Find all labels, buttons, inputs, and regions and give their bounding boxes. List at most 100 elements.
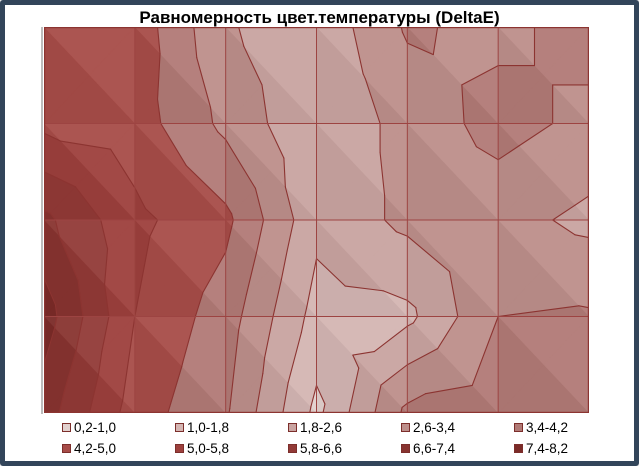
legend-item[interactable]: 5,0-5,8 — [175, 438, 288, 459]
contour-shape — [240, 293, 247, 318]
legend-label: 5,0-5,8 — [187, 441, 230, 456]
contour-shape — [156, 98, 162, 125]
contour-shape — [364, 78, 381, 125]
contour-shape — [498, 27, 589, 124]
legend-label: 2,6-3,4 — [413, 420, 456, 435]
contour-plot-area[interactable] — [44, 27, 589, 413]
legend-item[interactable]: 5,8-6,6 — [288, 438, 401, 459]
contour-shape — [100, 219, 109, 250]
legend-swatch-icon — [514, 444, 523, 453]
contour-shape — [322, 403, 326, 413]
contour-shape — [185, 164, 227, 205]
contour-shape — [44, 27, 135, 124]
contour-shape — [518, 122, 554, 147]
contour-shape — [59, 140, 112, 150]
contour-shape — [344, 285, 384, 292]
contour-shape — [316, 220, 408, 317]
contour-shape — [315, 258, 346, 287]
contour-shape — [316, 27, 408, 124]
legend-item[interactable]: 3,4-4,2 — [514, 417, 627, 438]
contour-shape — [134, 316, 226, 413]
contour-shape — [449, 271, 459, 318]
legend-swatch-icon — [175, 423, 184, 432]
contour-shape — [262, 357, 266, 375]
contour-shape — [380, 364, 408, 386]
contour-shape — [463, 122, 477, 148]
contour-shape — [225, 123, 317, 220]
contour-shape — [407, 27, 499, 124]
contour-shape — [412, 315, 418, 324]
legend: 0,2-1,0 1,0-1,8 1,8-2,6 2,6-3,4 3,4-4,2 4,2-5… — [62, 417, 632, 459]
contour-shape — [58, 391, 65, 413]
contour-shape — [498, 316, 589, 413]
legend-item[interactable]: 2,6-3,4 — [401, 417, 514, 438]
chart-title: Равномерность цвет.температуры (DeltaE) — [139, 8, 500, 27]
contour-shape — [167, 365, 183, 413]
contour-shape — [498, 220, 589, 317]
contour-shape — [574, 195, 589, 206]
contour-shape — [316, 27, 408, 124]
contour-shape — [498, 123, 589, 220]
contour-shape — [382, 290, 408, 301]
contour-shape — [352, 354, 360, 369]
contour-shape — [243, 45, 263, 86]
contour-shape — [229, 329, 240, 410]
contour-shape — [225, 203, 233, 215]
contour-shape — [267, 122, 285, 159]
contour-shape — [407, 27, 499, 124]
contour-shape — [261, 84, 269, 125]
legend-item[interactable]: 7,4-8,2 — [514, 438, 627, 459]
contour-shape — [44, 220, 135, 317]
legend-swatch-icon — [62, 444, 71, 453]
contour-shape — [202, 251, 227, 293]
legend-label: 5,8-6,6 — [300, 441, 343, 456]
contour-shape — [407, 220, 499, 317]
contour-shape — [181, 361, 184, 367]
contour-shape — [283, 157, 286, 188]
contour-shape — [498, 123, 589, 220]
contour-shape — [54, 219, 60, 237]
contour-shape — [58, 235, 79, 281]
contour-shape — [406, 348, 439, 366]
contour-shape — [498, 27, 589, 124]
contour-shape — [156, 53, 161, 100]
contour-shape — [217, 131, 227, 141]
legend-item[interactable]: 1,0-1,8 — [175, 417, 288, 438]
contour-shape — [406, 235, 451, 273]
contour-shape — [88, 373, 100, 413]
contour-shape — [44, 277, 56, 305]
contour-shape — [144, 208, 159, 221]
contour-shape — [75, 315, 84, 352]
contour-shape — [574, 234, 589, 239]
contour-shape — [63, 350, 77, 393]
contour-shape — [316, 316, 408, 413]
legend-swatch-icon — [401, 444, 410, 453]
contour-shape — [264, 315, 274, 359]
contour-shape — [209, 106, 214, 125]
legend-item[interactable]: 0,2-1,0 — [62, 417, 175, 438]
contour-shape — [44, 27, 90, 125]
contour-shape — [415, 306, 418, 318]
contour-shape — [231, 213, 234, 221]
legend-label: 4,2-5,0 — [74, 441, 117, 456]
contour-shape — [316, 123, 408, 220]
legend-item[interactable]: 6,6-7,4 — [401, 438, 514, 459]
contour-shape — [284, 186, 295, 221]
contour-shape — [352, 351, 375, 356]
legend-item[interactable]: 1,8-2,6 — [288, 417, 401, 438]
contour-shape — [74, 186, 102, 221]
contour-shape — [225, 27, 317, 124]
legend-item[interactable]: 4,2-5,0 — [62, 438, 175, 459]
contour-shape — [498, 316, 589, 413]
contour-shape — [254, 187, 265, 221]
contour-shape — [407, 123, 499, 220]
contour-shape — [401, 31, 408, 44]
contour-shape — [149, 219, 159, 237]
contour-shape — [304, 305, 308, 318]
contour-shape — [134, 235, 151, 318]
contour-shape — [255, 219, 265, 254]
contour-shape — [407, 316, 499, 413]
contour-shape — [238, 315, 243, 331]
legend-label: 0,2-1,0 — [74, 420, 117, 435]
contour-shape — [134, 187, 147, 210]
